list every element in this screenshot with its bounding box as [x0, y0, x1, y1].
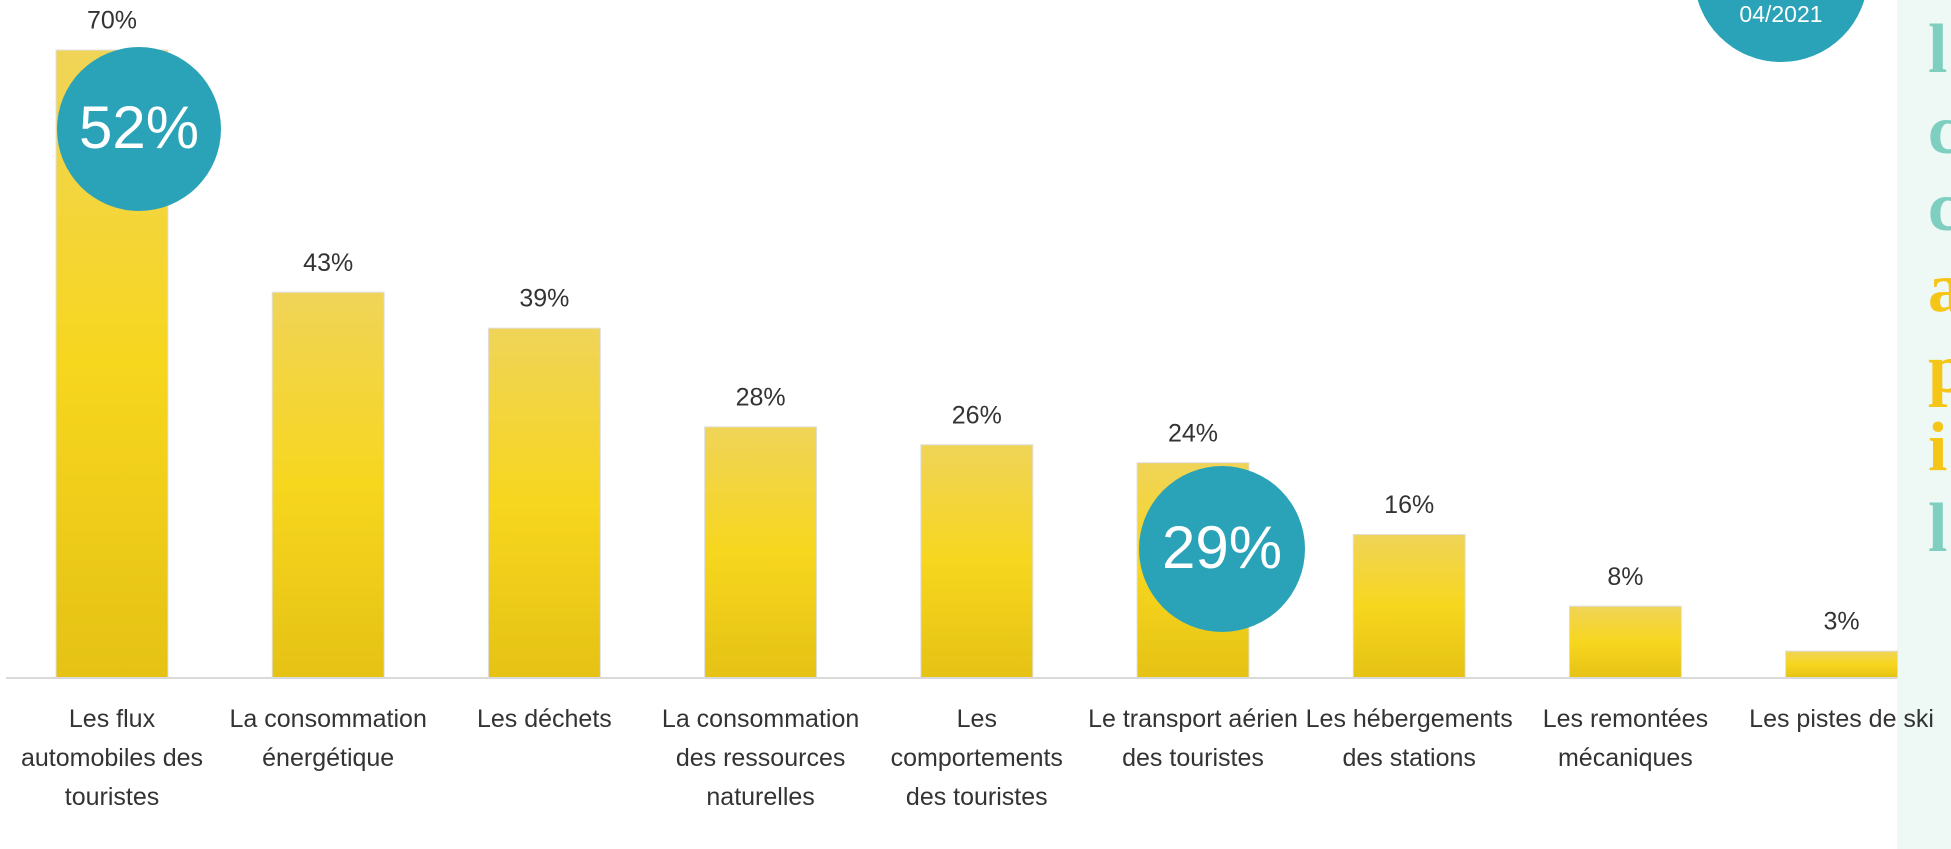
value-label: 26% — [952, 401, 1002, 429]
x-tick-label: La consommation des ressources naturelle… — [661, 705, 860, 811]
annotation-circle — [57, 47, 221, 211]
annotation-circle — [1139, 466, 1305, 632]
value-label: 8% — [1607, 563, 1643, 591]
value-label: 70% — [87, 7, 137, 35]
side-text: i — [1928, 409, 1947, 486]
value-label: 24% — [1168, 419, 1218, 447]
bar — [920, 444, 1034, 679]
side-text: a — [1928, 250, 1951, 327]
side-text: l — [1928, 11, 1947, 88]
x-tick-label: Les pistes de ski — [1749, 705, 1934, 733]
bar — [704, 426, 818, 679]
annotation-circle — [1697, 0, 1865, 62]
bar — [1568, 605, 1682, 679]
x-tick-label: Les hébergements des stations — [1305, 705, 1513, 772]
value-label: 3% — [1824, 608, 1860, 636]
side-text: c — [1928, 92, 1951, 169]
annotation: 04/2021 — [1739, 1, 1822, 27]
value-label: 16% — [1384, 491, 1434, 519]
value-label: 39% — [519, 285, 569, 313]
x-tick-label: La consommation énergétique — [229, 705, 427, 772]
x-tick-label: Les remontées mécaniques — [1542, 705, 1709, 772]
x-tick-label: Les comportements des touristes — [890, 705, 1063, 811]
bar — [487, 327, 601, 679]
value-label: 43% — [303, 249, 353, 277]
annotation: 52% — [79, 94, 199, 161]
x-tick-label: Le transport aérien des touristes — [1088, 705, 1298, 772]
bar — [271, 291, 385, 679]
x-tick-label: Les déchets — [476, 705, 612, 733]
bar — [1352, 533, 1466, 679]
side-text: c — [1928, 169, 1951, 246]
annotation: 29% — [1162, 514, 1282, 581]
x-tick-label: Les flux automobiles des touristes — [20, 705, 204, 811]
bar — [1785, 650, 1899, 679]
side-text: p — [1928, 331, 1951, 408]
value-label: 28% — [736, 383, 786, 411]
side-panel — [1897, 0, 1951, 849]
side-text: l — [1928, 490, 1947, 567]
